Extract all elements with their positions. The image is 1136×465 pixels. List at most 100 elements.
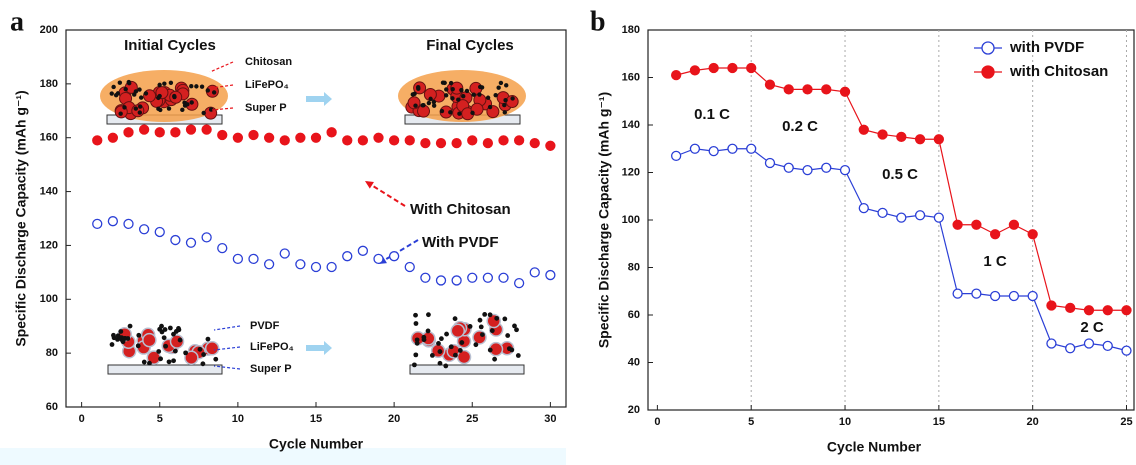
carbon: [502, 102, 507, 108]
carbon: [459, 87, 464, 93]
x-tick-label: 0: [654, 416, 660, 428]
data-point: [107, 216, 119, 227]
data-point: [373, 132, 384, 143]
data-point: [933, 212, 944, 223]
data-point: [107, 132, 119, 143]
data-point: [232, 253, 244, 265]
carbon: [437, 349, 443, 354]
data-point: [989, 290, 1001, 302]
data-point: [263, 259, 275, 270]
carbon: [135, 343, 141, 349]
data-point: [896, 212, 907, 223]
data-point: [764, 157, 776, 169]
data-point: [92, 218, 103, 230]
data-point: [1083, 305, 1095, 316]
carbon: [431, 99, 437, 105]
carbon: [426, 100, 432, 106]
data-point: [989, 229, 1001, 240]
schematics: [100, 61, 526, 375]
carbon: [120, 339, 126, 345]
data-point: [201, 124, 212, 135]
carbon: [444, 87, 449, 92]
carbon: [506, 346, 512, 352]
carbon: [439, 108, 445, 114]
data-point: [670, 69, 682, 81]
y-axis-label: Specific Discharge Capacity (mAh g⁻¹): [13, 90, 29, 346]
data-point: [482, 137, 494, 149]
carbon: [482, 312, 488, 317]
data-point: [821, 84, 832, 95]
data-point: [342, 135, 353, 146]
carbon: [200, 361, 206, 367]
data-point: [877, 207, 888, 219]
y-tick-label: 100: [622, 214, 640, 226]
carbon: [429, 352, 435, 358]
carbon: [494, 315, 500, 321]
y-tick-label: 60: [46, 401, 58, 413]
carbon: [444, 331, 449, 337]
data-point: [451, 275, 462, 286]
data-point: [689, 143, 701, 154]
carbon: [456, 97, 461, 102]
data-point: [971, 288, 982, 299]
x-tick-label: 10: [839, 416, 851, 428]
carbon: [487, 104, 493, 110]
carbon: [136, 332, 142, 338]
data-point: [1121, 345, 1132, 356]
x-tick-label: 5: [748, 416, 754, 428]
carbon: [143, 91, 149, 96]
data-point: [971, 219, 982, 230]
carbon: [109, 342, 115, 347]
panel-label: b: [590, 6, 606, 37]
data-point: [708, 62, 719, 74]
carbon: [480, 332, 485, 338]
annotation: 2 C: [1080, 319, 1104, 336]
carbon: [189, 100, 194, 105]
carbon: [118, 111, 123, 116]
carbon: [172, 94, 177, 100]
carbon: [478, 324, 484, 330]
annotation: With Chitosan: [410, 201, 511, 218]
data-point: [326, 261, 337, 273]
carbon: [127, 323, 133, 329]
data-point: [420, 272, 431, 283]
carbon: [159, 323, 164, 329]
carbon: [502, 316, 508, 322]
carbon: [133, 106, 139, 111]
data-point: [1102, 305, 1113, 316]
data-point: [123, 218, 134, 230]
y-tick-label: 100: [40, 293, 58, 305]
y-tick-label: 120: [40, 239, 58, 251]
data-point: [802, 164, 813, 176]
carbon: [477, 317, 483, 323]
carbon: [166, 106, 172, 111]
data-point: [498, 135, 509, 146]
data-point: [727, 62, 738, 74]
carbon: [471, 92, 476, 97]
particle: [204, 341, 220, 356]
data-point: [727, 143, 738, 154]
carbon: [168, 80, 174, 85]
y-tick-label: 160: [40, 132, 58, 144]
plot-frame: [647, 29, 1135, 411]
carbon: [479, 85, 485, 90]
data-point: [914, 134, 926, 145]
carbon: [448, 344, 454, 350]
carbon: [412, 362, 417, 368]
legend-label: with PVDF: [1009, 39, 1084, 56]
carbon: [111, 84, 116, 90]
particle: [142, 332, 157, 348]
carbon: [208, 107, 214, 112]
leader-line: [213, 325, 241, 331]
carbon: [505, 333, 511, 338]
carbon: [485, 95, 491, 100]
carbon: [118, 329, 124, 334]
data-point: [154, 127, 165, 138]
carbon: [194, 84, 199, 89]
data-point: [746, 62, 757, 74]
carbon: [515, 353, 521, 358]
data-point: [1046, 300, 1057, 311]
y-tick-label: 140: [40, 185, 58, 197]
carbon: [489, 328, 495, 334]
